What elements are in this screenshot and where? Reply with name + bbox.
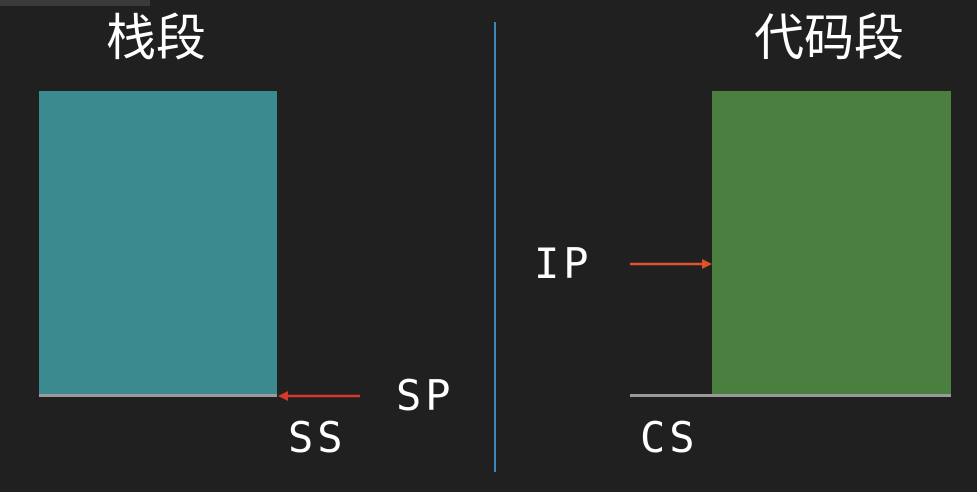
watermark-logo xyxy=(0,0,150,6)
divider-line xyxy=(494,22,496,472)
code-segment-block xyxy=(712,91,951,395)
ip-register-label: IP xyxy=(534,239,593,288)
ip-arrow xyxy=(630,259,712,269)
code-segment-baseline xyxy=(630,394,951,397)
stack-segment-title: 栈段 xyxy=(106,9,206,67)
ss-register-label: SS xyxy=(288,413,347,462)
cs-register-label: CS xyxy=(640,413,699,462)
stack-segment-block xyxy=(39,91,277,395)
sp-arrow xyxy=(278,391,360,401)
sp-register-label: SP xyxy=(396,371,455,420)
code-segment-title: 代码段 xyxy=(754,9,904,67)
stack-segment-baseline xyxy=(39,394,277,397)
